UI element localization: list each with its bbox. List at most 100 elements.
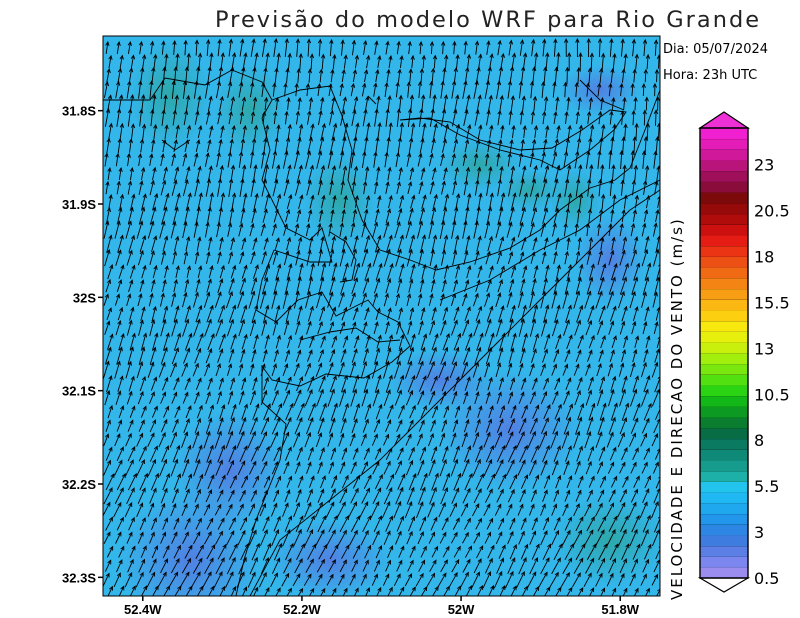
wind-arrow-head [564, 111, 569, 116]
wind-arrow-head [553, 38, 558, 44]
wind-arrow-head [241, 489, 246, 495]
wind-arrow-head [654, 461, 659, 467]
wind-arrow [317, 489, 324, 503]
wind-arrow [239, 490, 246, 502]
wind-arrow [340, 418, 347, 434]
wind-arrow-head [106, 531, 111, 537]
wind-arrow [260, 364, 265, 376]
wind-arrow-head [423, 472, 428, 478]
wind-arrow [396, 279, 402, 293]
wind-arrow-head [255, 403, 260, 409]
wind-arrow [598, 447, 605, 461]
wind-arrow [253, 97, 256, 111]
wind-arrow [152, 193, 158, 211]
wind-arrow-head [363, 461, 368, 467]
wind-arrow-head [277, 475, 282, 481]
wind-arrow [371, 361, 378, 379]
wind-arrow-head [479, 332, 484, 338]
wind-arrow-head [578, 416, 583, 422]
wind-arrow-head [521, 278, 526, 284]
wind-arrow-head [532, 66, 537, 72]
wind-arrow-head [534, 333, 539, 339]
wind-arrow-head [576, 572, 581, 578]
wind-arrow [228, 179, 233, 197]
wind-arrow [652, 529, 660, 547]
wind-arrow [565, 138, 569, 154]
wind-arrow [509, 305, 515, 323]
wind-arrow-head [422, 122, 427, 128]
wind-arrow-head [512, 585, 517, 591]
wind-arrow-head [445, 585, 450, 591]
wind-arrow [408, 138, 413, 154]
wind-arrow [228, 544, 238, 560]
wind-arrow-head [631, 291, 636, 297]
wind-arrow [440, 347, 448, 365]
wind-arrow-head [352, 321, 357, 327]
wind-arrow-head [521, 489, 526, 495]
wind-arrow-head [608, 82, 613, 88]
wind-arrow [484, 489, 493, 503]
wind-arrow [564, 251, 568, 265]
wind-arrow-head [307, 249, 312, 255]
wind-arrow-head [455, 445, 460, 451]
lat-tick-label: 32.1S [62, 384, 96, 399]
wind-arrow [642, 277, 649, 295]
wind-arrow [353, 263, 360, 281]
wind-arrow-head [601, 335, 606, 341]
wind-arrow-head [645, 164, 650, 170]
wind-arrow [633, 476, 640, 488]
wind-arrow [518, 319, 525, 337]
wind-arrow [292, 432, 300, 448]
wind-arrow [634, 97, 637, 111]
wind-arrow [217, 349, 223, 363]
wind-arrow [330, 403, 338, 421]
wind-arrow-head [541, 81, 546, 86]
wind-arrow [443, 167, 447, 181]
wind-arrow [127, 347, 134, 365]
wind-arrow-head [511, 52, 517, 58]
wind-arrow [427, 361, 435, 379]
wind-arrow [577, 403, 584, 421]
wind-arrow-head [365, 277, 370, 283]
wind-arrow [353, 166, 357, 182]
wind-arrow-head [486, 431, 491, 437]
wind-arrow [361, 461, 368, 475]
wind-arrow [162, 518, 168, 530]
wind-arrow-head [263, 349, 268, 355]
wind-arrow-head [456, 585, 461, 591]
wind-arrow [293, 390, 302, 406]
wind-arrow [350, 389, 357, 407]
wind-arrow [171, 532, 178, 544]
wind-arrow [117, 376, 123, 392]
wind-arrow [343, 55, 347, 69]
wind-arrow [361, 601, 368, 615]
wind-arrow [575, 277, 582, 295]
wind-arrow-head [196, 488, 201, 494]
wind-arrow [578, 125, 582, 139]
wind-arrow [653, 488, 660, 504]
wind-arrow [642, 515, 651, 533]
wind-arrow-head [511, 601, 514, 605]
wind-arrow [127, 446, 136, 462]
wind-arrow [215, 319, 223, 337]
wind-arrow-head [408, 248, 413, 254]
wind-arrow-head [318, 150, 323, 156]
wind-arrow-head [216, 363, 221, 369]
wind-arrow-head [365, 166, 370, 171]
wind-arrow-head [520, 66, 526, 72]
wind-arrow-head [185, 571, 190, 577]
wind-arrow [561, 431, 569, 449]
wind-arrow [417, 391, 424, 405]
wind-arrow [451, 154, 455, 166]
wind-arrow-head [244, 543, 249, 549]
wind-arrow [276, 125, 280, 139]
wind-arrow-head [183, 250, 189, 256]
wind-arrow-head [656, 602, 659, 606]
wind-arrow [296, 165, 303, 183]
wind-arrow [350, 222, 355, 238]
wind-arrow-head [453, 138, 458, 144]
wind-arrow [227, 391, 233, 405]
wind-arrow-head [599, 389, 604, 395]
wind-arrow-head [532, 277, 537, 283]
wind-arrow-head [343, 587, 348, 593]
